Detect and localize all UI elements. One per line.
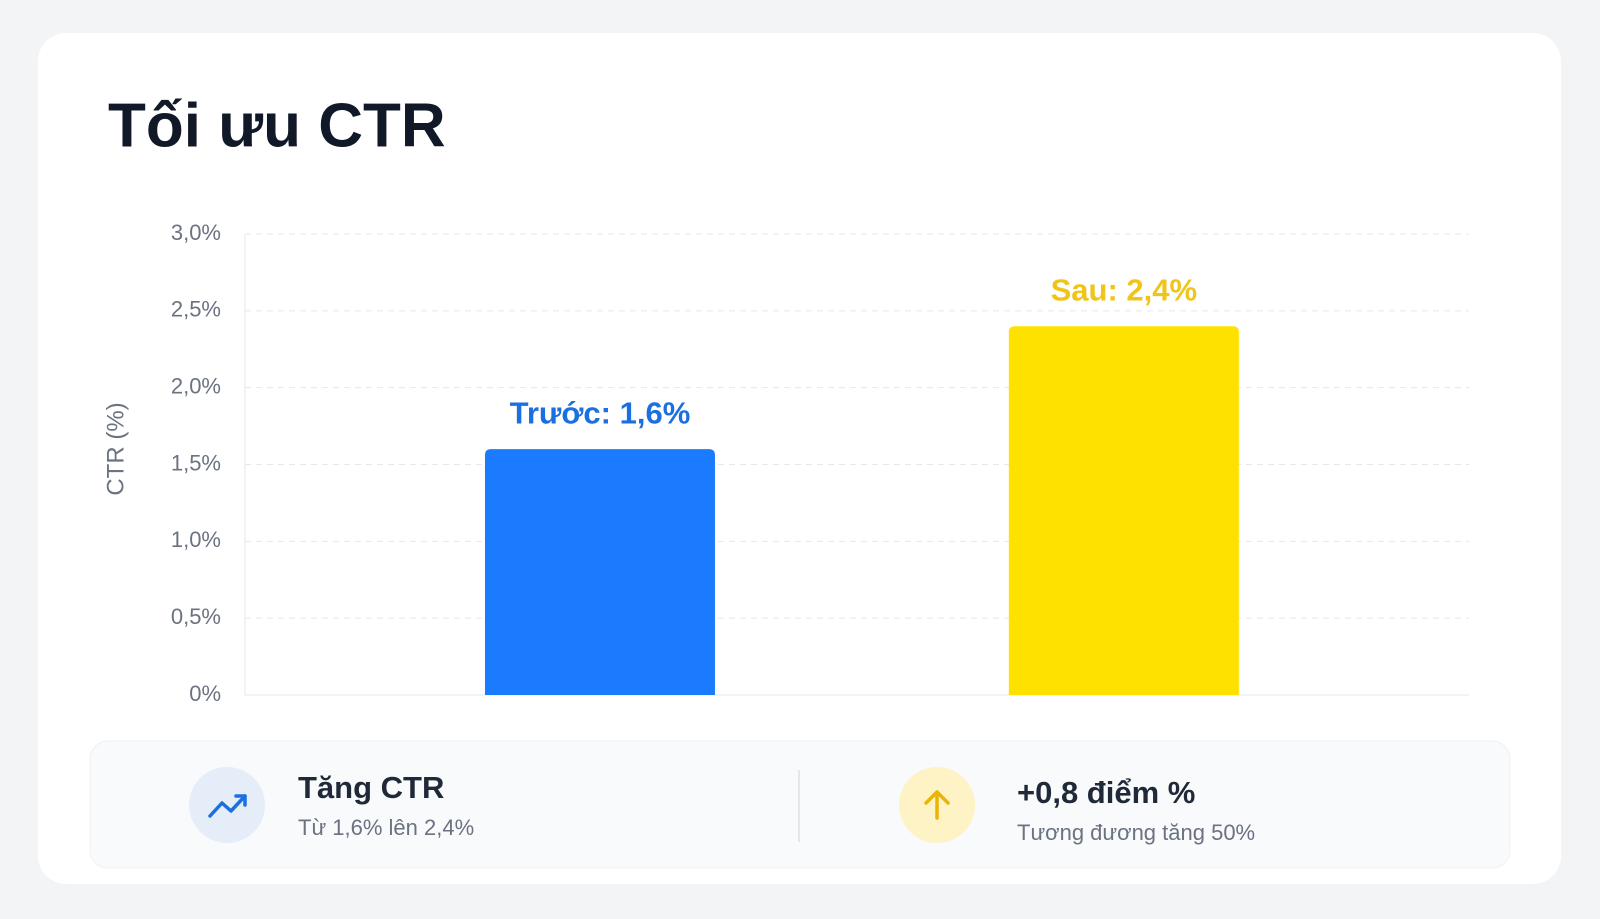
trend-icon-bg — [189, 767, 265, 843]
summary-subtitle: Từ 1,6% lên 2,4% — [298, 815, 474, 840]
y-tick-label: 0,5% — [171, 604, 221, 629]
chart-title: Tối ưu CTR — [108, 91, 446, 160]
y-tick-label: 1,0% — [171, 527, 221, 552]
y-tick-label: 3,0% — [171, 220, 221, 245]
up-icon — [924, 790, 950, 820]
summary-subtitle: Tương đương tăng 50% — [1017, 820, 1255, 845]
y-tick-label: 2,0% — [171, 373, 221, 398]
y-axis-label: CTR (%) — [102, 402, 129, 495]
trend-icon-head — [234, 794, 247, 807]
bar — [484, 449, 715, 695]
value-label: Trước: 1,6% — [510, 395, 691, 430]
summary-title: +0,8 điểm % — [1017, 775, 1195, 810]
value-label: Sau: 2,4% — [1051, 272, 1197, 307]
trend-icon — [208, 794, 247, 818]
bar — [1008, 326, 1239, 695]
y-tick-label: 0% — [189, 681, 221, 706]
y-tick-label: 2,5% — [171, 297, 221, 322]
y-tick-label: 1,5% — [171, 450, 221, 475]
summary-title: Tăng CTR — [298, 770, 444, 805]
